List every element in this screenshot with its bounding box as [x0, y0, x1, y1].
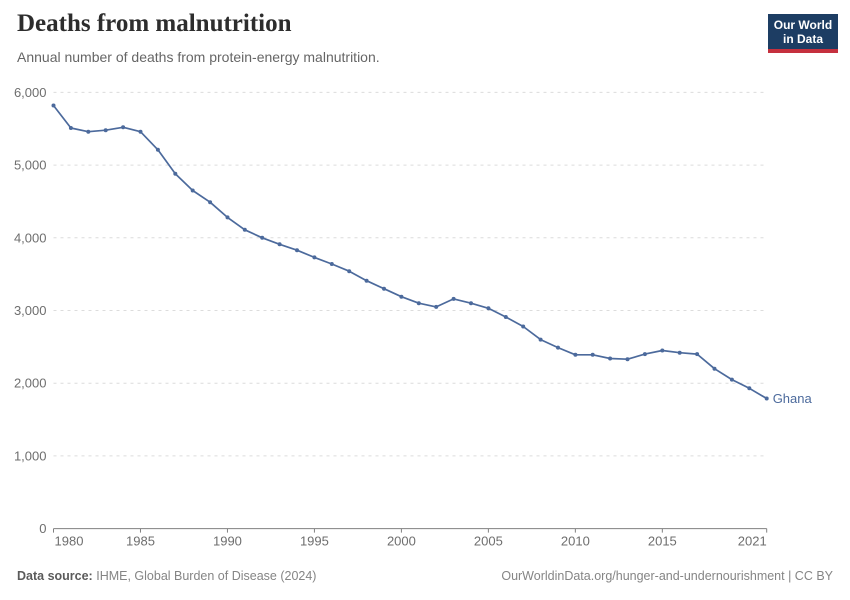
x-axis-label: 2000: [387, 534, 416, 549]
y-axis-label: 3,000: [14, 303, 47, 318]
data-point[interactable]: [590, 352, 595, 357]
data-point[interactable]: [642, 352, 647, 357]
data-point[interactable]: [556, 345, 560, 350]
y-axis-label: 1,000: [14, 448, 47, 463]
x-axis-label: 2021: [738, 534, 767, 549]
x-axis-label: 1995: [300, 534, 329, 549]
data-point[interactable]: [277, 242, 282, 247]
data-point[interactable]: [712, 366, 717, 371]
y-axis-label: 0: [39, 521, 46, 536]
data-point[interactable]: [312, 255, 317, 260]
data-point[interactable]: [399, 294, 404, 299]
y-axis-label: 4,000: [14, 230, 47, 245]
y-axis-label: 6,000: [14, 85, 47, 100]
data-point[interactable]: [469, 301, 473, 306]
x-axis-label: 2010: [561, 534, 590, 549]
data-point[interactable]: [434, 304, 439, 309]
data-point[interactable]: [729, 377, 734, 382]
data-point[interactable]: [155, 147, 160, 152]
data-source-value: IHME, Global Burden of Disease (2024): [96, 569, 317, 583]
data-point[interactable]: [295, 248, 299, 253]
data-point[interactable]: [521, 324, 526, 329]
data-point[interactable]: [208, 200, 213, 205]
data-point[interactable]: [68, 126, 73, 130]
data-source-note: Data source: IHME, Global Burden of Dise…: [17, 569, 316, 583]
data-point[interactable]: [747, 386, 752, 391]
data-point[interactable]: [364, 278, 369, 283]
data-point[interactable]: [660, 348, 665, 353]
data-point[interactable]: [347, 269, 352, 274]
data-point[interactable]: [608, 356, 613, 361]
data-point[interactable]: [503, 315, 508, 319]
x-axis-label: 1990: [213, 534, 242, 549]
data-point[interactable]: [225, 215, 230, 220]
x-axis-label: 2005: [474, 534, 503, 549]
chart-subtitle: Annual number of deaths from protein-ene…: [17, 49, 380, 65]
series-label[interactable]: Ghana: [773, 391, 813, 406]
data-source-label: Data source:: [17, 569, 93, 583]
data-point[interactable]: [138, 129, 143, 134]
data-point[interactable]: [486, 306, 491, 311]
data-point[interactable]: [103, 128, 108, 133]
y-axis-label: 5,000: [14, 158, 47, 173]
data-point[interactable]: [538, 337, 543, 342]
y-axis-label: 2,000: [14, 376, 47, 391]
owid-logo-line1: Our World: [773, 18, 833, 32]
x-axis-label: 1985: [126, 534, 155, 549]
data-point[interactable]: [573, 352, 578, 357]
data-point[interactable]: [625, 357, 630, 362]
data-point[interactable]: [382, 286, 386, 291]
data-point[interactable]: [173, 171, 178, 176]
data-point[interactable]: [451, 296, 456, 301]
owid-logo-line2: in Data: [782, 32, 823, 46]
x-axis-label: 2015: [648, 534, 677, 549]
data-point[interactable]: [677, 350, 682, 355]
data-point[interactable]: [51, 103, 56, 108]
data-point[interactable]: [416, 301, 421, 306]
page-title: Deaths from malnutrition: [17, 10, 292, 37]
data-point[interactable]: [242, 227, 247, 232]
data-point[interactable]: [86, 129, 91, 134]
owid-logo: Our World in Data: [768, 14, 838, 53]
data-point[interactable]: [260, 235, 265, 240]
data-point[interactable]: [121, 125, 126, 130]
data-point[interactable]: [190, 188, 195, 193]
credit-link[interactable]: OurWorldinData.org/hunger-and-undernouri…: [501, 569, 833, 583]
data-point[interactable]: [764, 396, 769, 401]
data-point[interactable]: [329, 262, 334, 266]
data-point[interactable]: [695, 352, 700, 357]
x-axis-label: 1980: [55, 534, 84, 549]
trend-line[interactable]: [52, 104, 768, 400]
